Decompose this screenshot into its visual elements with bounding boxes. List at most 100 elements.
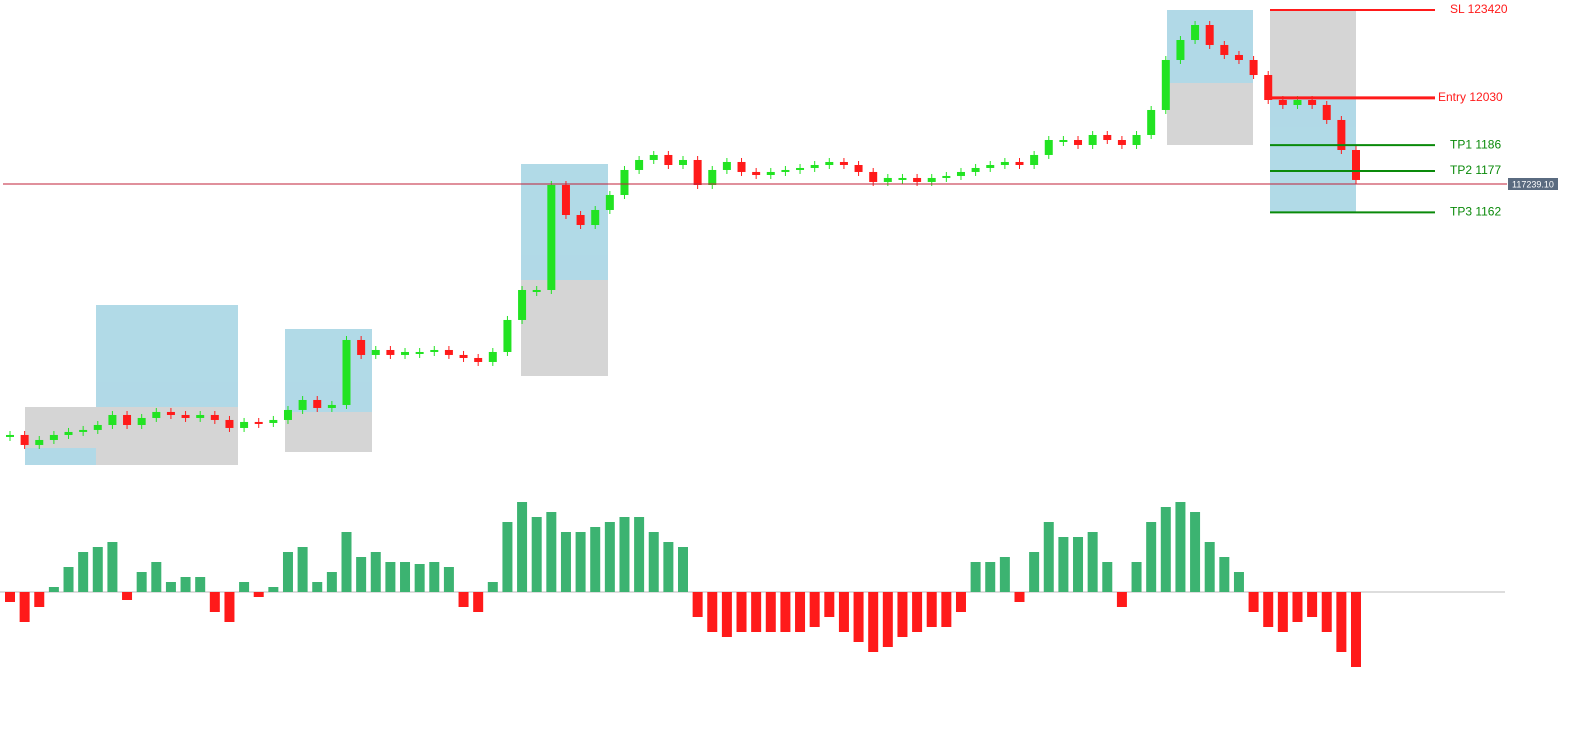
histogram-bar xyxy=(721,592,732,637)
histogram-bar xyxy=(1204,542,1215,592)
candle-body xyxy=(708,169,717,185)
candle-body xyxy=(854,164,863,172)
histogram-bar xyxy=(312,582,323,592)
candle-body xyxy=(898,177,907,180)
histogram-bar xyxy=(838,592,849,632)
histogram-bar xyxy=(1087,532,1098,592)
histogram-bar xyxy=(297,547,308,592)
candle-body xyxy=(342,339,351,405)
histogram-bar xyxy=(180,577,191,592)
candle-body xyxy=(313,399,322,408)
histogram-bar xyxy=(356,557,367,592)
candle-body xyxy=(196,414,205,418)
zone xyxy=(25,448,96,465)
histogram-bar xyxy=(473,592,484,612)
candle-body xyxy=(1308,99,1317,105)
histogram-bar xyxy=(1043,522,1054,592)
histogram-bar xyxy=(1131,562,1142,592)
histogram-bar xyxy=(941,592,952,627)
candle-body xyxy=(181,414,190,418)
candle-body xyxy=(752,171,761,175)
histogram-bar xyxy=(341,532,352,592)
candle-body xyxy=(971,167,980,172)
zone xyxy=(1270,98,1356,212)
histogram-bar xyxy=(648,532,659,592)
candle-body xyxy=(649,154,658,160)
histogram-bar xyxy=(897,592,908,637)
candle-body xyxy=(1352,149,1360,180)
candle-body xyxy=(430,349,439,352)
candle-body xyxy=(810,164,819,168)
candle-body xyxy=(1132,134,1141,145)
candle-body xyxy=(1176,40,1185,60)
histogram-bar xyxy=(1336,592,1347,652)
histogram-bar xyxy=(985,562,996,592)
candle-body xyxy=(401,351,410,355)
candle-body xyxy=(137,417,146,425)
candle-body xyxy=(474,357,483,362)
histogram-bar xyxy=(1263,592,1274,627)
candle-body xyxy=(1147,109,1156,135)
histogram-bar xyxy=(1058,537,1069,592)
candle-body xyxy=(1074,140,1083,145)
candle-body xyxy=(591,209,600,225)
zone xyxy=(1270,10,1356,98)
candle-body xyxy=(927,177,936,182)
candle-body xyxy=(35,439,44,445)
histogram-bar xyxy=(19,592,30,622)
histogram-bar xyxy=(239,582,250,592)
histogram-bar xyxy=(195,577,206,592)
candle-body xyxy=(327,404,336,408)
candle-body xyxy=(883,177,892,182)
histogram-bar xyxy=(48,587,59,592)
candle-body xyxy=(1059,140,1068,143)
candle-body xyxy=(766,171,775,175)
histogram-bar xyxy=(1307,592,1318,617)
histogram-bar xyxy=(780,592,791,632)
candle-body xyxy=(679,159,687,165)
histogram-bar xyxy=(443,567,454,592)
histogram-bar xyxy=(853,592,864,642)
histogram-bar xyxy=(1160,507,1171,592)
histogram-bar xyxy=(122,592,133,600)
histogram-bar xyxy=(1014,592,1025,602)
candle-body xyxy=(1191,24,1200,41)
candle-body xyxy=(576,214,585,225)
histogram-bar xyxy=(92,547,103,592)
candle-body xyxy=(1000,161,1009,165)
candle-body xyxy=(166,411,175,415)
candle-body xyxy=(93,424,102,430)
level-label: SL 123420 xyxy=(1450,2,1508,16)
histogram-bar xyxy=(487,582,498,592)
histogram-bar xyxy=(604,522,615,592)
level-label: Entry 12030 xyxy=(1438,90,1503,104)
histogram-bar xyxy=(1190,512,1201,592)
candle-body xyxy=(1337,119,1346,150)
candle-body xyxy=(1117,140,1126,145)
histogram-bar xyxy=(882,592,893,647)
zones xyxy=(25,10,1356,465)
candle-body xyxy=(210,414,219,420)
candle-body xyxy=(1293,99,1302,105)
levels: SL 123420 Entry 12030 TP1 1186 TP2 1177 TP3 … xyxy=(1270,2,1508,219)
candle-body xyxy=(605,194,614,210)
candle-body xyxy=(503,319,512,352)
histogram-bar xyxy=(590,527,601,592)
zone xyxy=(96,305,238,407)
candle-body xyxy=(737,161,746,172)
candle-body xyxy=(869,171,878,182)
histogram-bar xyxy=(824,592,835,617)
candle-body xyxy=(781,169,790,172)
candle-body xyxy=(459,354,468,358)
histogram-bar xyxy=(458,592,469,607)
histogram-bar xyxy=(1277,592,1288,632)
candle-body xyxy=(839,161,848,165)
candle-body xyxy=(225,419,234,428)
histogram-bar xyxy=(546,512,557,592)
histogram-bar xyxy=(1029,552,1040,592)
histogram-bar xyxy=(209,592,220,612)
histogram-bar xyxy=(1073,537,1084,592)
candle-body xyxy=(956,171,965,176)
candle-body xyxy=(1234,54,1243,60)
histogram-bar xyxy=(385,562,396,592)
